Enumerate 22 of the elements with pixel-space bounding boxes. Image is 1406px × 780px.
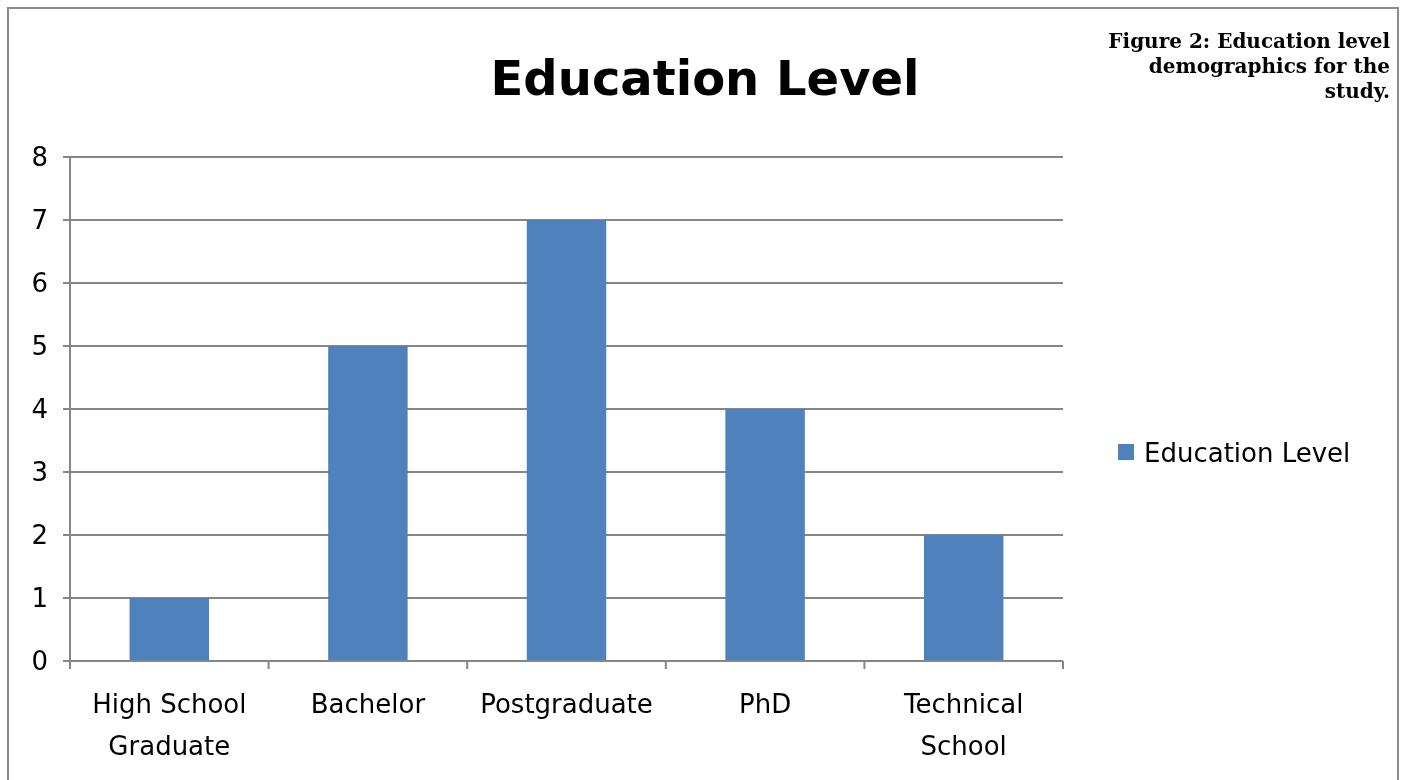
y-tick-label: 4 <box>31 394 48 425</box>
chart-title: Education Level <box>490 50 920 106</box>
x-tick-label: Bachelor <box>310 689 426 719</box>
y-tick-label: 3 <box>31 457 48 488</box>
x-tick-label: PhD <box>739 689 792 719</box>
bar <box>923 535 1004 661</box>
caption: Figure 2: Education level demographics for the study. <box>1108 29 1391 103</box>
x-tick-label: Postgraduate <box>480 689 653 719</box>
legend-label: Education Level <box>1144 438 1351 469</box>
y-tick-label: 8 <box>31 142 48 173</box>
bar <box>725 409 805 661</box>
y-tick-label: 7 <box>31 205 48 236</box>
bar <box>328 346 408 661</box>
y-tick-label: 0 <box>31 646 48 677</box>
bar <box>129 598 210 661</box>
x-tick-label: High School Graduate <box>92 689 247 761</box>
y-tick-label: 5 <box>31 331 48 362</box>
y-tick-label: 6 <box>31 268 48 299</box>
bar <box>526 220 607 661</box>
y-tick-label: 1 <box>31 583 48 614</box>
x-tick-label: Technical School <box>903 689 1024 761</box>
y-tick-label: 2 <box>31 520 48 551</box>
